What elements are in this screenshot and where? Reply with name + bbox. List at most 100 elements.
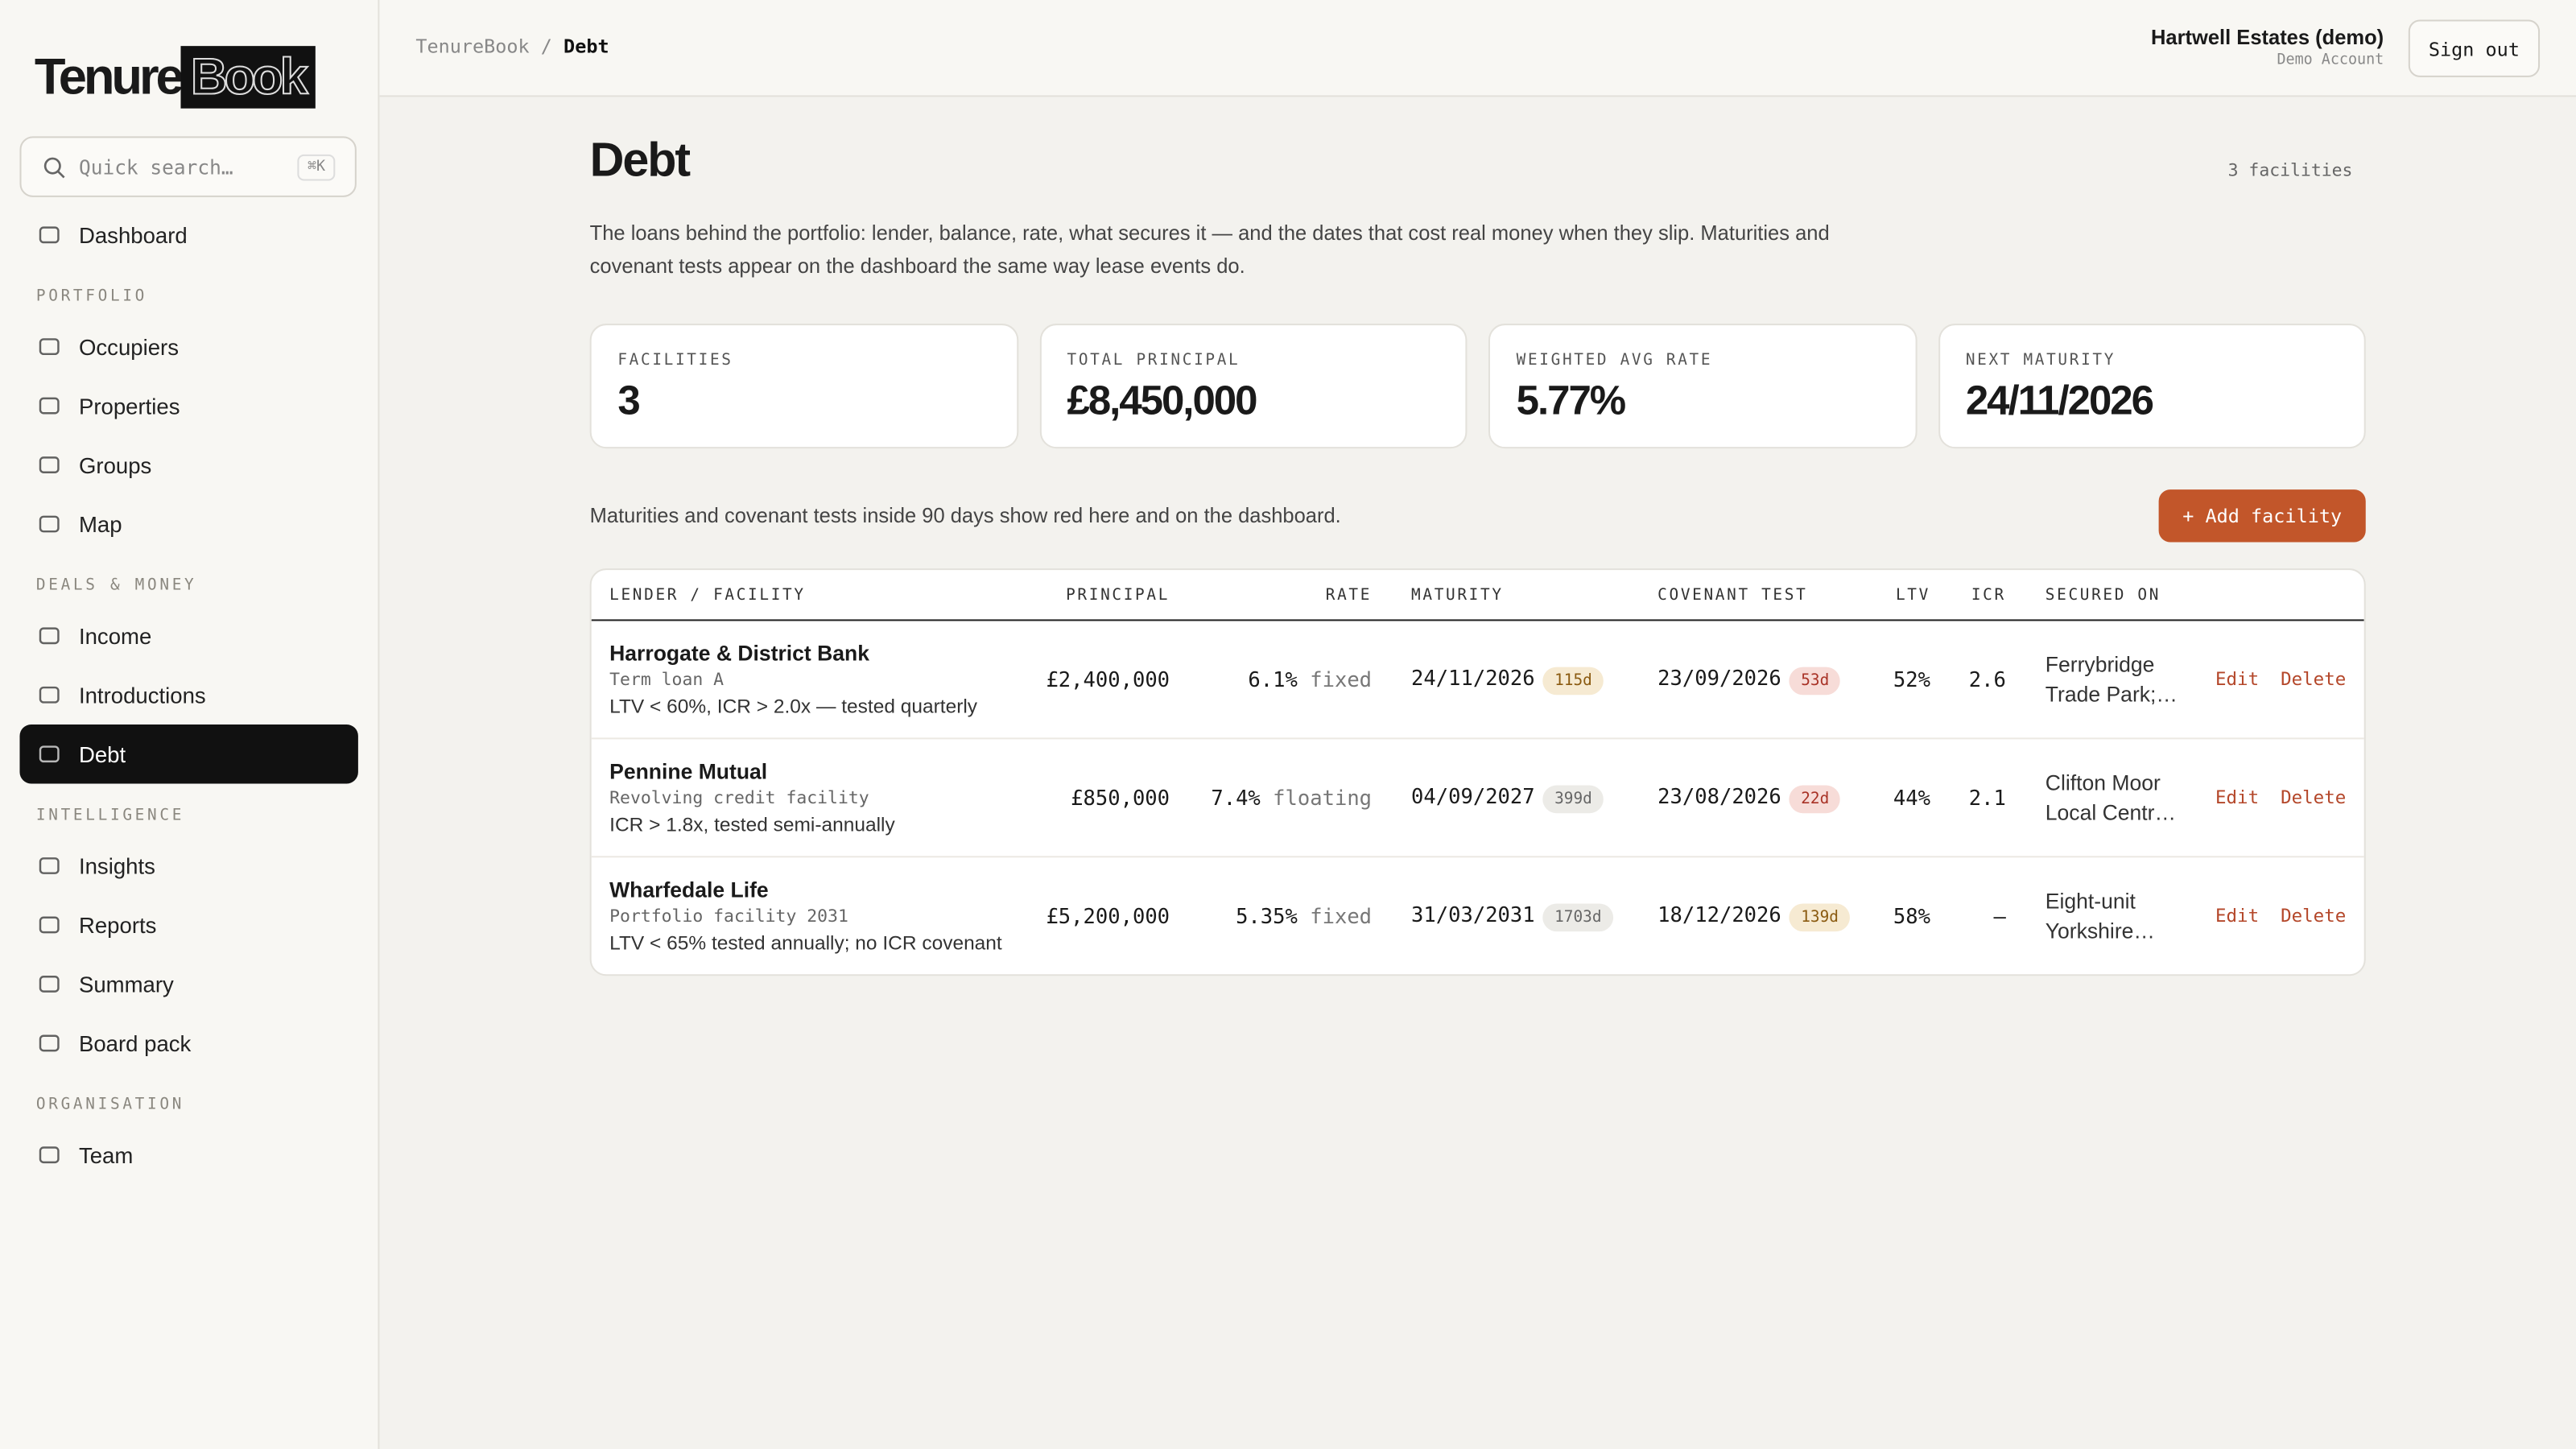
sidebar: Tenure Book Quick search… ⌘K Dashboard PORT… <box>0 0 380 1449</box>
edit-link[interactable]: Edit <box>2215 668 2260 691</box>
stat-value: 5.77% <box>1516 378 1627 424</box>
stat-value: 24/11/2026 <box>1965 378 2154 424</box>
count: 3 facilities <box>2227 160 2353 181</box>
lender: Pennine Mutual <box>609 758 768 784</box>
rate: 5.35% <box>1236 903 1298 929</box>
brand-suffix: Book <box>180 46 315 109</box>
principal: £5,200,000 <box>1046 903 1170 929</box>
column-header: SECURED ON <box>2045 585 2161 604</box>
account: Hartwell Estates (demo) Demo Account <box>2151 27 2384 69</box>
maturity-badge: 1703d <box>1542 902 1613 931</box>
icr: 2.1 <box>1968 785 2006 811</box>
column-header: PRINCIPAL <box>1066 585 1170 604</box>
nav-item[interactable]: Map <box>19 494 357 553</box>
maturity: 24/11/2026 <box>1411 664 1535 690</box>
nav-item[interactable]: Board pack <box>19 1013 357 1072</box>
covenant-badge: 139d <box>1789 902 1851 931</box>
nav-label: Insights <box>78 853 155 878</box>
column-header: LENDER / FACILITY <box>609 585 806 604</box>
nav-label: Income <box>78 623 152 649</box>
covenant: LTV < 60%, ICR > 2.0x — tested quarterly <box>609 695 978 718</box>
nav-icon <box>39 916 60 934</box>
table: LENDER / FACILITY PRINCIPAL RATE MATURITY CO… <box>589 568 2366 976</box>
delete-link[interactable]: Delete <box>2281 668 2347 691</box>
nav-label: Reports <box>78 912 157 938</box>
crumb-current: Debt <box>564 34 609 58</box>
edit-link[interactable]: Edit <box>2215 905 2260 927</box>
icr: 2.6 <box>1968 667 2006 692</box>
nav-label: Occupiers <box>78 334 180 359</box>
nav-item[interactable]: Properties <box>19 376 357 435</box>
lender-cell: Wharfedale Life Portfolio facility 2031 LT… <box>609 877 1018 955</box>
stat-value: 3 <box>617 378 640 424</box>
search-icon <box>43 156 65 178</box>
nav-label: Board pack <box>78 1030 192 1056</box>
nav-item[interactable]: Income <box>19 606 357 665</box>
secured-on: Clifton Moor Local Centr… <box>2045 770 2177 824</box>
principal: £2,400,000 <box>1046 667 1170 692</box>
account-name: Hartwell Estates (demo) <box>2150 26 2384 50</box>
crumb[interactable]: TenureBook <box>415 34 530 58</box>
stat-label: WEIGHTED AVG RATE <box>1516 351 1713 370</box>
nav-label: Summary <box>78 972 174 997</box>
maturity: 31/03/2031 <box>1411 901 1535 926</box>
edit-link[interactable]: Edit <box>2215 786 2260 809</box>
nav-icon <box>39 456 60 473</box>
nav-item[interactable]: Summary <box>19 955 357 1013</box>
nav-item[interactable]: Groups <box>19 436 357 494</box>
search[interactable]: Quick search… ⌘K <box>19 136 357 197</box>
nav-section: INTELLIGENCE <box>35 807 185 825</box>
lender: Harrogate & District Bank <box>609 640 870 666</box>
nav-label: Properties <box>78 393 180 419</box>
nav-item[interactable]: Insights <box>19 836 357 895</box>
nav-item[interactable]: Introductions <box>19 666 357 724</box>
table-row: Pennine Mutual Revolving credit facility I… <box>591 739 2364 858</box>
stat-card: TOTAL PRINCIPAL £8,450,000 <box>1038 324 1468 449</box>
stat-card: WEIGHTED AVG RATE 5.77% <box>1488 324 1917 449</box>
sign-out[interactable]: Sign out <box>2408 19 2541 77</box>
nav-item[interactable]: Occupiers <box>19 317 357 376</box>
nav-label: Debt <box>78 741 126 767</box>
delete-link[interactable]: Delete <box>2281 905 2347 927</box>
nav-item[interactable]: Dashboard <box>19 205 357 264</box>
page-title: Debt <box>589 134 691 188</box>
logo[interactable]: Tenure Book <box>35 44 315 110</box>
table-row: Harrogate & District Bank Term loan A LTV … <box>591 621 2364 740</box>
actions: Edit Delete <box>2185 669 2346 691</box>
nav-label: Team <box>78 1142 134 1167</box>
nav-item[interactable]: Team <box>19 1125 357 1184</box>
nav-section: ORGANISATION <box>35 1096 185 1114</box>
delete-link[interactable]: Delete <box>2281 786 2347 809</box>
secured-on: Ferrybridge Trade Park;… <box>2045 651 2178 706</box>
nav-item[interactable]: Debt <box>19 724 358 784</box>
lender: Wharfedale Life <box>609 877 769 902</box>
covenant: LTV < 65% tested annually; no ICR covena… <box>609 931 1002 955</box>
nav-icon <box>39 627 60 645</box>
nav-item[interactable]: Reports <box>19 895 357 954</box>
covenant: ICR > 1.8x, tested semi-annually <box>609 813 895 836</box>
maturity-badge: 115d <box>1542 666 1604 695</box>
covenant-test: 23/08/2026 <box>1657 782 1781 808</box>
facility: Revolving credit facility <box>609 788 869 809</box>
rate-type: fixed <box>1310 667 1373 692</box>
nav-icon <box>39 397 60 415</box>
secured-on: Eight-unit Yorkshire… <box>2045 888 2155 943</box>
actions: Edit Delete <box>2185 905 2346 927</box>
maturity-cell: 24/11/2026 115d <box>1372 665 1657 695</box>
covenant-test: 23/09/2026 <box>1657 664 1781 690</box>
search-placeholder: Quick search… <box>78 155 233 179</box>
maturity-badge: 399d <box>1542 784 1604 813</box>
ltv: 44% <box>1893 785 1930 811</box>
rate-cell: 6.1% fixed <box>1170 667 1372 692</box>
stats: FACILITIES 3 TOTAL PRINCIPAL £8,450,000 WEIG… <box>589 324 2366 449</box>
actions: Edit Delete <box>2185 787 2346 809</box>
maturity-cell: 31/03/2031 1703d <box>1372 901 1657 931</box>
column-header: LTV <box>1895 585 1930 604</box>
table-header: LENDER / FACILITY PRINCIPAL RATE MATURITY CO… <box>591 570 2364 621</box>
nav: Dashboard PORTFOLIO Occupiers Properties Gro… <box>19 205 358 1184</box>
stat-label: FACILITIES <box>617 351 733 370</box>
table-row: Wharfedale Life Portfolio facility 2031 LT… <box>592 857 2364 974</box>
add-button[interactable]: + Add facility <box>2158 489 2366 543</box>
column-header: RATE <box>1325 585 1373 604</box>
